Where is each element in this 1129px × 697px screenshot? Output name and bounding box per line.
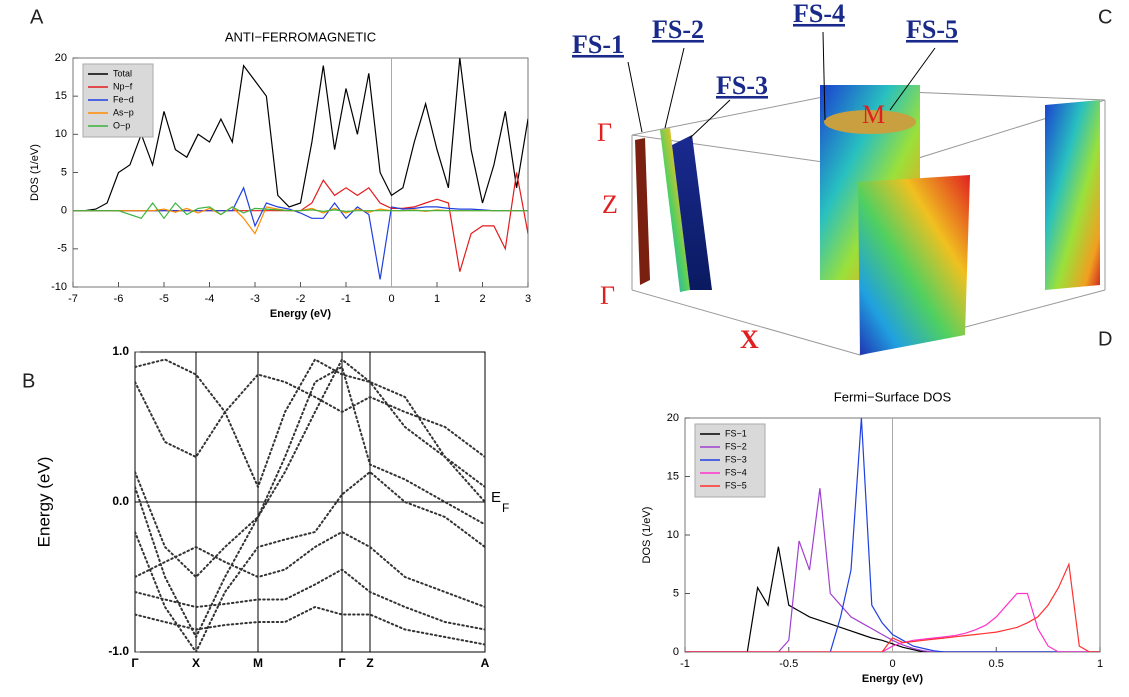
series-line bbox=[685, 418, 1100, 652]
x-tick-label: A bbox=[481, 656, 490, 670]
x-tick-label: -2 bbox=[296, 293, 306, 305]
x-tick-label: 1 bbox=[1097, 658, 1103, 670]
y-tick-label: -10 bbox=[51, 281, 67, 293]
series-line bbox=[135, 357, 485, 579]
chart-title: ANTI−FERROMAGNETIC bbox=[225, 29, 376, 44]
series-line bbox=[685, 546, 1100, 652]
y-tick-label: 20 bbox=[55, 52, 67, 64]
series-line bbox=[135, 470, 485, 652]
legend-label: FS−3 bbox=[725, 454, 747, 464]
series-line bbox=[685, 592, 1100, 652]
chart-title: Fermi−Surface DOS bbox=[834, 389, 952, 404]
y-tick-label: 0 bbox=[61, 205, 67, 217]
x-tick-label: 0 bbox=[889, 658, 895, 670]
y-tick-label: -1.0 bbox=[108, 644, 129, 658]
x-tick-label: 0.5 bbox=[989, 658, 1004, 670]
x-tick-label: 0 bbox=[388, 293, 394, 305]
panel-label: C bbox=[1098, 6, 1112, 28]
k-point-label: Z bbox=[602, 190, 618, 219]
legend-label: O−p bbox=[113, 120, 130, 130]
annotation: E bbox=[491, 489, 501, 506]
panel-label: B bbox=[22, 370, 35, 392]
fermi-surface-illustration bbox=[627, 31, 1106, 356]
y-tick-label: 15 bbox=[55, 90, 67, 102]
x-tick-label: -6 bbox=[114, 293, 124, 305]
sheet-label: FS-2 bbox=[652, 15, 704, 44]
series-line bbox=[685, 488, 1100, 652]
series-line bbox=[73, 58, 528, 212]
y-axis-label: DOS (1/eV) bbox=[641, 507, 653, 564]
k-point-label: Γ bbox=[600, 281, 615, 310]
series-line bbox=[135, 365, 485, 640]
series-line bbox=[135, 568, 485, 631]
y-tick-label: 5 bbox=[61, 166, 67, 178]
k-point-label: X bbox=[740, 325, 759, 354]
x-axis-label: Energy (eV) bbox=[270, 308, 331, 320]
sheet-label: FS-4 bbox=[793, 0, 845, 28]
sheet-label: FS-1 bbox=[572, 30, 624, 59]
x-tick-label: -3 bbox=[250, 293, 260, 305]
y-tick-label: 10 bbox=[667, 529, 679, 541]
x-tick-label: -0.5 bbox=[779, 658, 798, 670]
x-tick-label: Z bbox=[366, 656, 373, 670]
series-line bbox=[685, 562, 1100, 652]
x-tick-label: 2 bbox=[479, 293, 485, 305]
annotation-subscript: F bbox=[502, 501, 509, 515]
legend-label: As−p bbox=[113, 107, 134, 117]
y-axis-label: DOS (1/eV) bbox=[29, 144, 41, 201]
x-axis-label: Energy (eV) bbox=[862, 673, 923, 685]
y-tick-label: 20 bbox=[667, 412, 679, 424]
series-line bbox=[135, 373, 485, 459]
series-line bbox=[73, 201, 528, 220]
y-tick-label: 15 bbox=[667, 470, 679, 482]
legend-label: FS−4 bbox=[725, 467, 747, 477]
x-tick-label: -4 bbox=[205, 293, 215, 305]
x-tick-label: -1 bbox=[680, 658, 690, 670]
sheet-label: FS-5 bbox=[906, 15, 958, 44]
series-line bbox=[135, 530, 485, 608]
x-tick-label: Γ bbox=[131, 656, 139, 670]
series-line bbox=[135, 605, 485, 646]
k-point-label: M bbox=[862, 100, 885, 129]
y-tick-label: -5 bbox=[57, 243, 67, 255]
sheet-label: FS-3 bbox=[716, 71, 768, 100]
legend-label: Fe−d bbox=[113, 94, 134, 104]
x-tick-label: Γ bbox=[338, 656, 346, 670]
x-tick-label: -7 bbox=[68, 293, 78, 305]
x-tick-label: 1 bbox=[434, 293, 440, 305]
k-point-label: Γ bbox=[597, 118, 612, 147]
panel-label: A bbox=[30, 6, 44, 28]
x-tick-label: X bbox=[192, 656, 200, 670]
y-axis-label: Energy (eV) bbox=[34, 457, 53, 548]
x-tick-label: 3 bbox=[525, 293, 531, 305]
legend-label: Total bbox=[113, 68, 132, 78]
legend-label: FS−1 bbox=[725, 428, 747, 438]
x-tick-label: -1 bbox=[341, 293, 351, 305]
y-tick-label: 0.0 bbox=[112, 494, 129, 508]
panel-label: D bbox=[1098, 328, 1112, 350]
series-line bbox=[135, 358, 485, 503]
x-tick-label: M bbox=[253, 656, 263, 670]
legend-label: Np−f bbox=[113, 81, 133, 91]
y-tick-label: 5 bbox=[673, 587, 679, 599]
legend-label: FS−2 bbox=[725, 441, 747, 451]
y-tick-label: 10 bbox=[55, 128, 67, 140]
x-tick-label: -5 bbox=[159, 293, 169, 305]
y-tick-label: 0 bbox=[673, 646, 679, 658]
legend-label: FS−5 bbox=[725, 480, 747, 490]
y-tick-label: 1.0 bbox=[112, 344, 129, 358]
